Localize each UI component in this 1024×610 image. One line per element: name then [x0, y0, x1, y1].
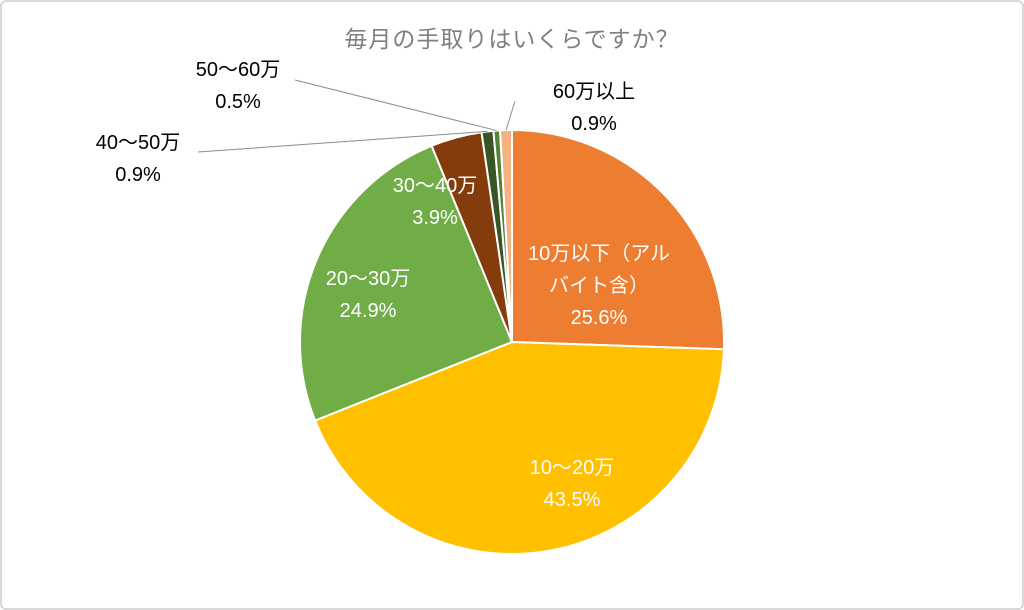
pie-slice-6	[499, 129, 513, 343]
pie-slice-0	[511, 129, 725, 351]
leader-line-5	[294, 79, 497, 132]
chart-title: 毎月の手取りはいくらですか？	[344, 26, 680, 52]
leader-line-4	[197, 130, 488, 153]
pie-slice-1	[314, 341, 725, 555]
leader-line-6	[505, 100, 516, 131]
